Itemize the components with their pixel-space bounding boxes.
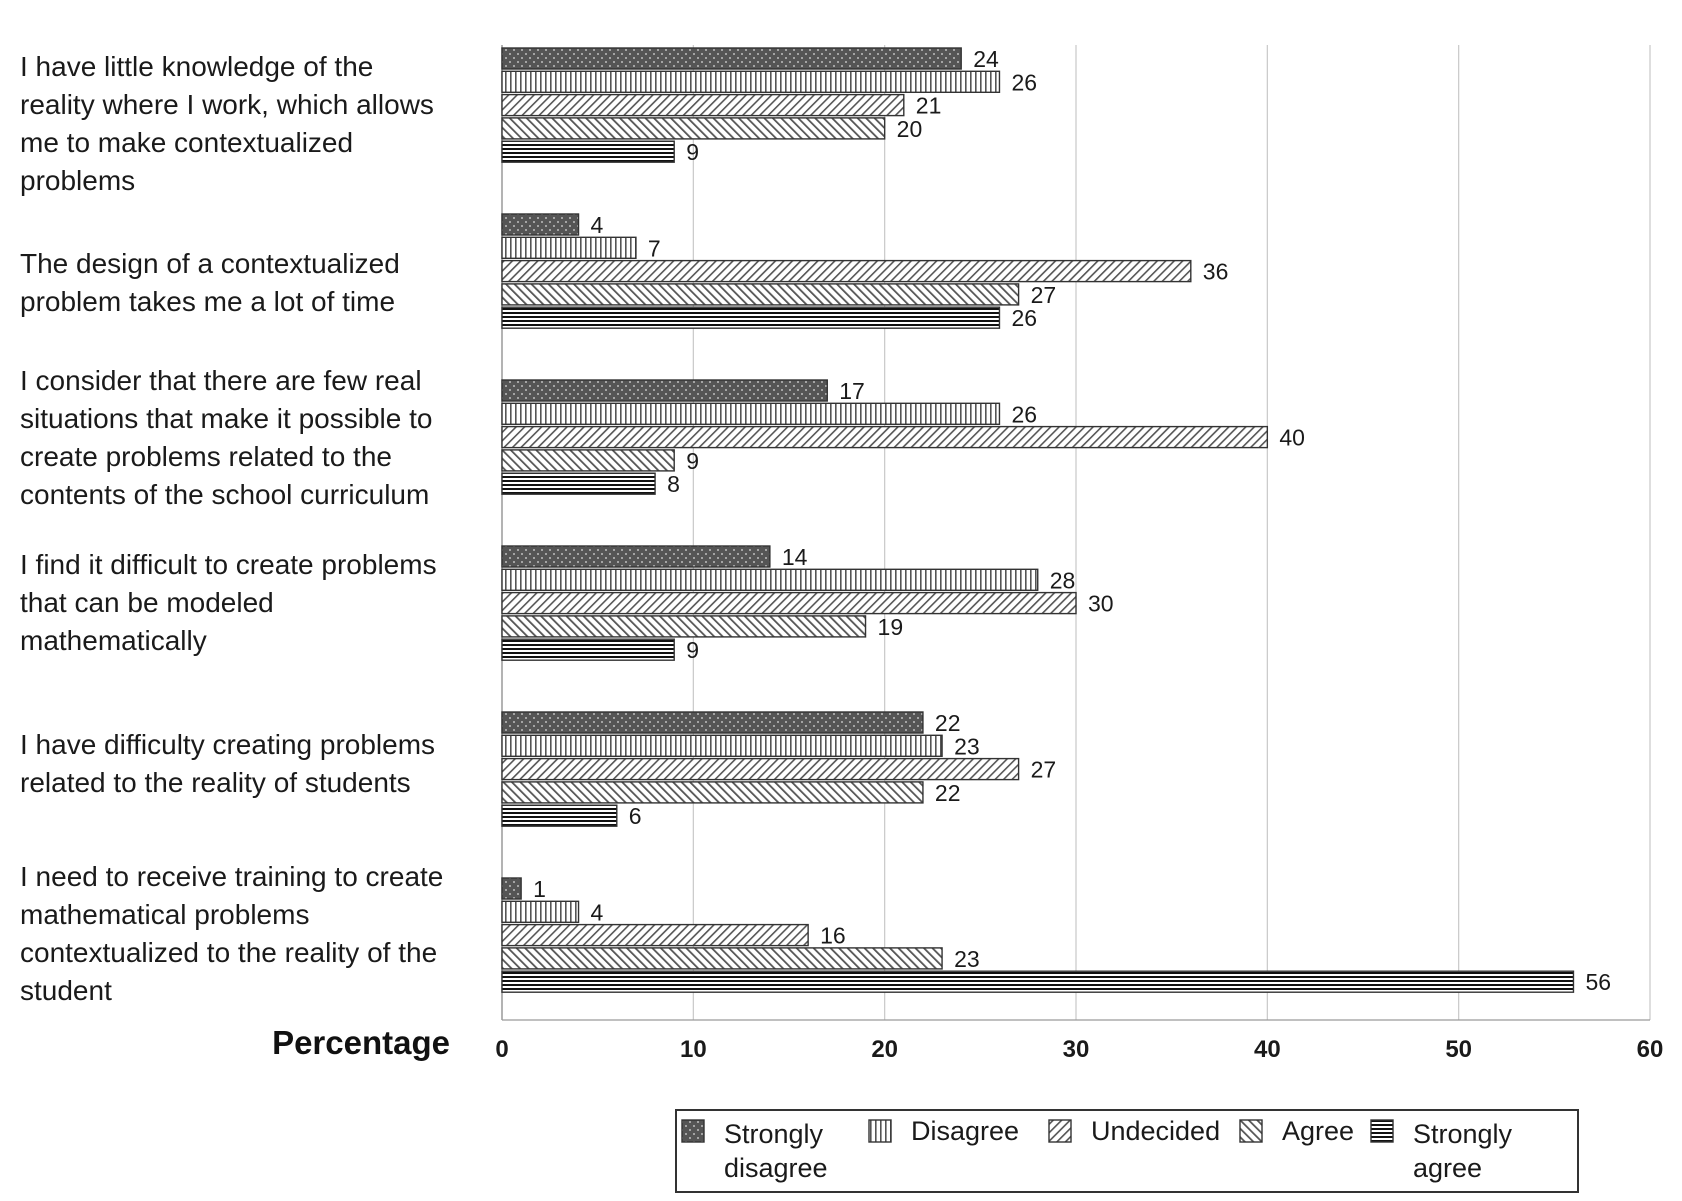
legend-swatch-5: [1370, 1119, 1394, 1143]
value-label-group2-series5: 26: [1011, 305, 1037, 331]
value-label-group4-series2: 28: [1050, 567, 1076, 593]
x-tick-10: 10: [680, 1036, 707, 1063]
bar-group6-series3: [501, 923, 809, 947]
value-label-group5-series2: 23: [954, 733, 980, 759]
bar-group5-series3: [501, 757, 1020, 781]
x-tick-40: 40: [1254, 1036, 1281, 1063]
value-label-group5-series3: 27: [1031, 757, 1057, 783]
legend-label-2: Disagree: [911, 1116, 1019, 1146]
x-axis-ticks: 0 10 20 30 40 50 60: [495, 1036, 1663, 1063]
value-label-group1-series3: 21: [916, 93, 942, 119]
legend-swatch-2: [868, 1119, 892, 1143]
bar-group1-series1: [501, 47, 962, 70]
bar-group3-series2: [501, 402, 1001, 425]
legend-label-3: Undecided: [1091, 1116, 1220, 1146]
grid-lines: [501, 45, 1651, 1021]
value-label-group5-series4: 22: [935, 780, 961, 806]
bar-group2-series2: [501, 236, 637, 260]
bar-group2-series5: [501, 306, 1001, 329]
x-tick-60: 60: [1637, 1036, 1664, 1063]
category-label-4: I find it difficult to create problems th…: [20, 549, 437, 656]
value-label-group4-series1: 14: [782, 544, 808, 570]
bar-group3-series1: [501, 379, 828, 402]
value-label-group3-series4: 9: [686, 448, 699, 474]
x-tick-20: 20: [871, 1036, 898, 1063]
category-label-5: I have difficulty creating problems relat…: [20, 729, 435, 798]
bar-group1-series2: [501, 70, 1001, 94]
value-label-group4-series5: 9: [686, 637, 699, 663]
bar-group3-series3: [501, 425, 1269, 449]
bar-group4-series2: [501, 568, 1039, 591]
legend-label-4: Agree: [1282, 1116, 1354, 1146]
value-label-group1-series1: 24: [973, 46, 999, 72]
x-tick-50: 50: [1445, 1036, 1472, 1063]
bar-group4-series3: [501, 591, 1077, 615]
legend: Strongly disagree Disagree Undecided Agree St…: [675, 1109, 1579, 1193]
category-labels: I have little knowledge of the reality wh…: [20, 51, 443, 1006]
bar-group2-series1: [501, 213, 580, 236]
bar-group6-series5: [501, 970, 1575, 993]
value-label-group1-series2: 26: [1011, 69, 1037, 95]
value-label-group6-series3: 16: [820, 923, 846, 949]
bar-group5-series2: [501, 734, 943, 757]
value-label-group6-series4: 23: [954, 946, 980, 972]
legend-swatch-1: [681, 1119, 705, 1143]
bar-group3-series5: [501, 472, 656, 495]
bar-group5-series1: [501, 711, 924, 734]
value-label-group3-series5: 8: [667, 471, 680, 497]
value-label-group2-series4: 27: [1031, 282, 1057, 308]
value-labels: 24 4 17 14 22 1 26 7 26 28 23 4 21 36 40 30 27 16 20 27 9 19 2…: [533, 46, 1611, 995]
legend-label-5: Strongly agree: [1413, 1119, 1513, 1183]
bar-group6-series4: [501, 947, 943, 970]
bar-group1-series3: [501, 93, 905, 117]
value-label-group1-series4: 20: [897, 116, 923, 142]
bar-group6-series1: [501, 877, 522, 900]
value-label-group3-series3: 40: [1279, 425, 1305, 451]
bar-group2-series3: [501, 259, 1192, 283]
value-label-group5-series1: 22: [935, 710, 961, 736]
value-label-group6-series2: 4: [591, 899, 604, 925]
value-label-group4-series4: 19: [878, 614, 904, 640]
x-tick-0: 0: [495, 1036, 508, 1063]
legend-swatch-4: [1239, 1119, 1263, 1143]
bar-group2-series4: [501, 283, 1020, 306]
x-tick-30: 30: [1063, 1036, 1090, 1063]
value-label-group2-series1: 4: [591, 212, 604, 238]
value-label-group3-series2: 26: [1011, 401, 1037, 427]
value-label-group3-series1: 17: [839, 378, 865, 404]
bar-group5-series5: [501, 804, 618, 827]
bar-group3-series4: [501, 449, 675, 472]
bar-group4-series1: [501, 545, 771, 568]
bar-group1-series5: [501, 140, 675, 163]
value-label-group6-series5: 56: [1585, 969, 1611, 995]
category-label-2: The design of a contextualized problem ta…: [20, 248, 400, 317]
category-label-3: I consider that there are few real situat…: [20, 365, 432, 510]
value-label-group6-series1: 1: [533, 876, 546, 902]
category-label-1: I have little knowledge of the reality wh…: [20, 51, 434, 196]
bar-group6-series2: [501, 900, 580, 923]
value-label-group4-series3: 30: [1088, 591, 1114, 617]
category-label-6: I need to receive training to create math…: [20, 861, 443, 1006]
value-label-group1-series5: 9: [686, 139, 699, 165]
value-label-group2-series3: 36: [1203, 259, 1229, 285]
bar-group1-series4: [501, 117, 886, 140]
bars: [501, 47, 1575, 993]
legend-swatch-3: [1048, 1119, 1072, 1143]
legend-label-1: Strongly disagree: [724, 1119, 828, 1183]
x-axis-title: Percentage: [272, 1024, 450, 1061]
value-label-group5-series5: 6: [629, 803, 642, 829]
bar-group5-series4: [501, 781, 924, 804]
legend-box: [675, 1109, 1579, 1193]
bar-group4-series4: [501, 615, 867, 638]
value-label-group2-series2: 7: [648, 235, 661, 261]
bar-group4-series5: [501, 638, 675, 661]
